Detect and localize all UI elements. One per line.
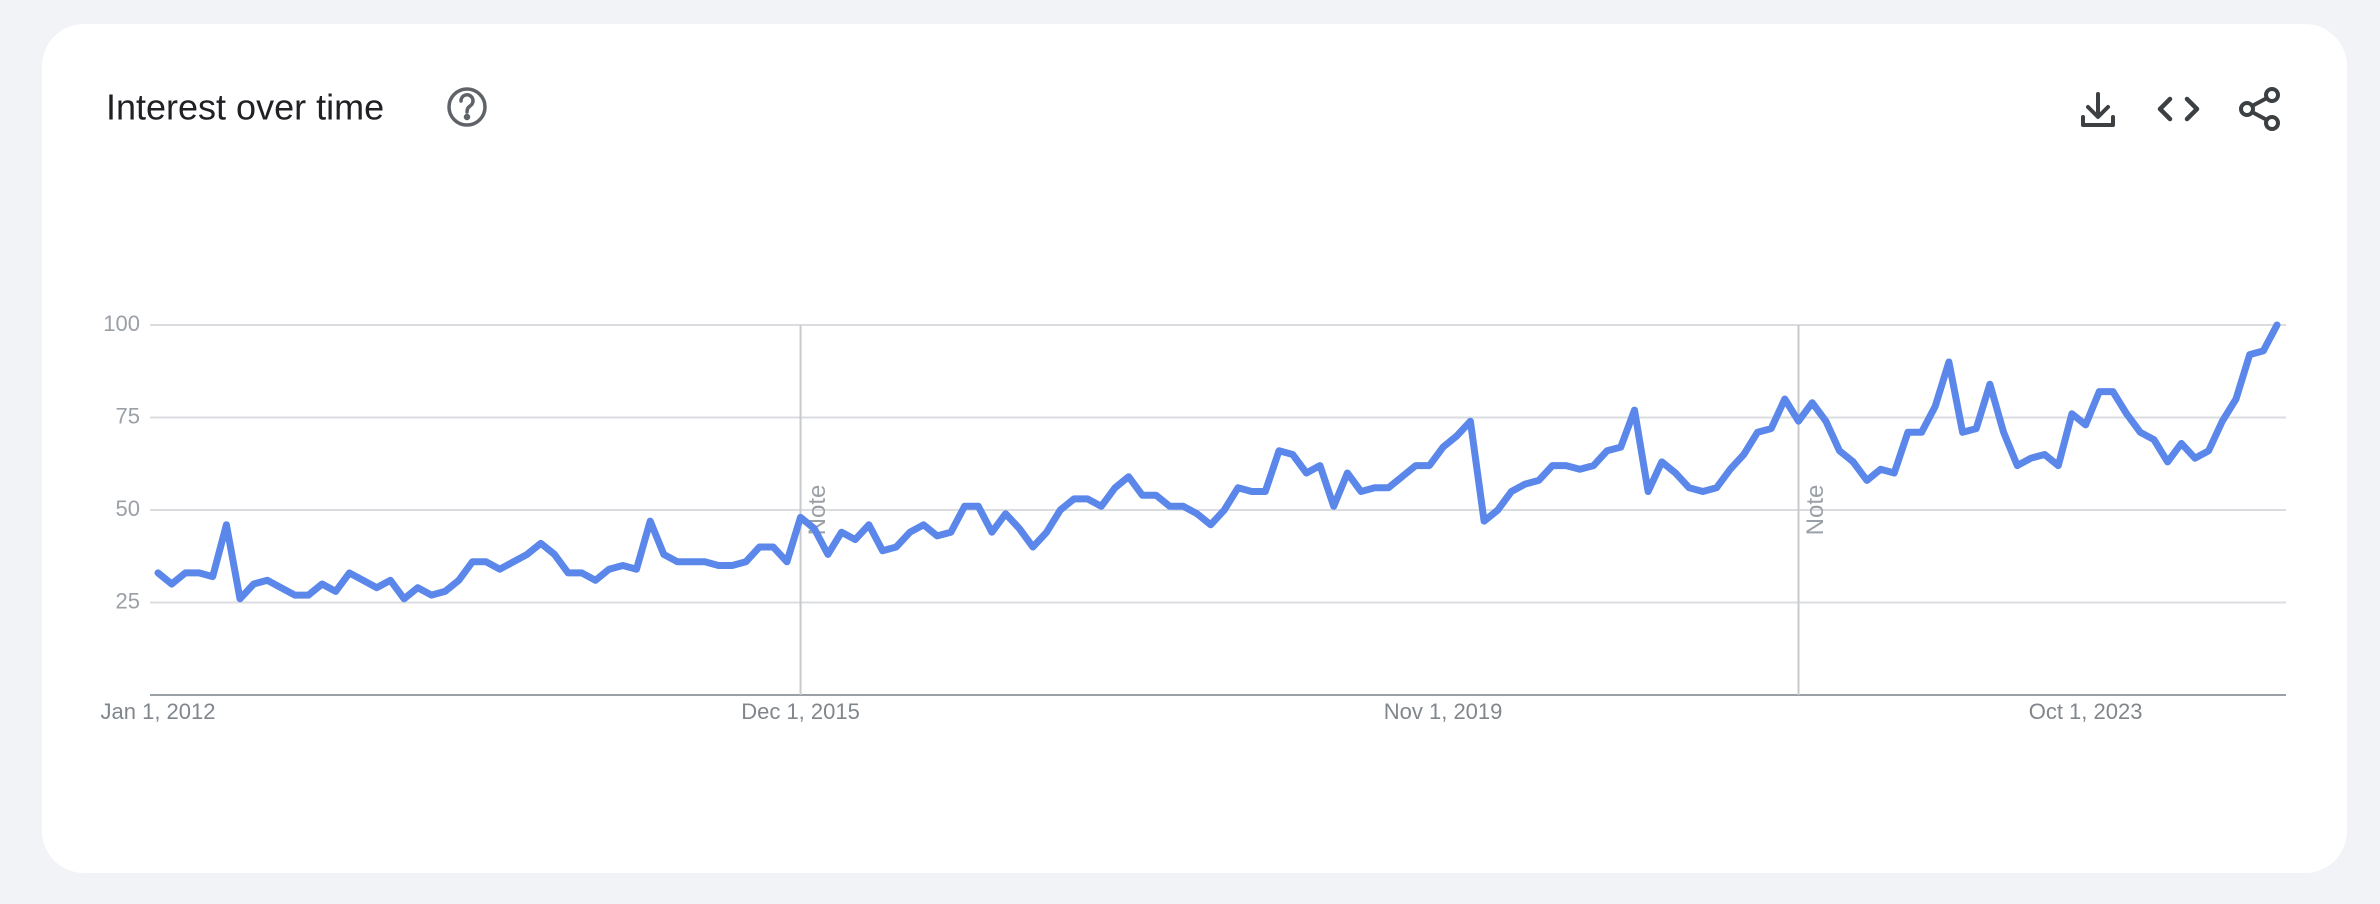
share-icon[interactable] — [2239, 87, 2280, 131]
x-tick-label: Oct 1, 2023 — [2029, 699, 2143, 724]
help-icon[interactable] — [447, 87, 487, 127]
embed-icon[interactable] — [2157, 96, 2200, 122]
x-tick-label: Dec 1, 2015 — [741, 699, 860, 724]
trend-line — [154, 321, 2281, 603]
y-tick-label: 75 — [116, 403, 140, 428]
card — [42, 24, 2347, 873]
y-tick-label: 25 — [116, 588, 140, 613]
download-icon[interactable] — [2081, 92, 2115, 127]
chart-title: Interest over time — [106, 87, 384, 128]
y-tick-label: 100 — [103, 311, 140, 336]
note-label: Note — [1802, 485, 1829, 536]
x-tick-label: Jan 1, 2012 — [101, 699, 216, 724]
y-tick-label: 50 — [116, 496, 140, 521]
x-tick-label: Nov 1, 2019 — [1384, 699, 1503, 724]
